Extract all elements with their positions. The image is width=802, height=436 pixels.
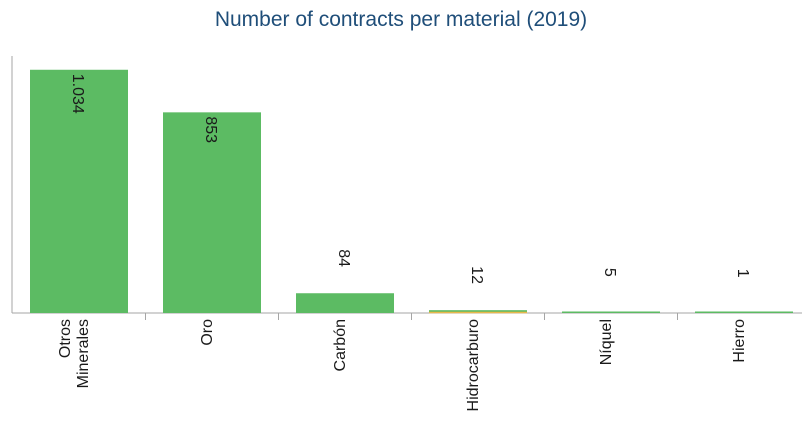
x-axis-tick-labels: Otros Minerales Oro Carbón Hidrocarburo Níque… <box>57 319 748 412</box>
x-axis-ticks <box>145 313 678 320</box>
bars <box>30 69 793 314</box>
bar-3 <box>429 310 527 313</box>
x-tick-label-2-0: Carbón <box>332 319 349 371</box>
bar-5 <box>695 311 793 313</box>
bar-2 <box>296 293 394 313</box>
chart-title: Number of contracts per material (2019) <box>214 8 588 31</box>
data-label-0: 1.034 <box>69 74 86 114</box>
x-tick-label-3-0: Hidrocarburo <box>465 319 482 412</box>
x-tick-label-4-0: Níquel <box>598 319 615 365</box>
data-labels: 1.034 853 84 12 5 1 <box>69 74 751 284</box>
data-label-1: 853 <box>202 116 219 143</box>
bar-1 <box>163 112 261 313</box>
data-label-2: 84 <box>335 249 352 267</box>
data-label-3: 12 <box>468 266 485 284</box>
data-label-4: 5 <box>601 268 618 277</box>
plot-frame <box>11 56 802 314</box>
x-tick-label-1-0: Oro <box>199 319 216 346</box>
bar-0 <box>30 69 128 313</box>
x-tick-label-0-0: Otros <box>57 319 74 358</box>
data-label-5: 1 <box>734 269 751 278</box>
bar-4 <box>562 311 660 313</box>
x-tick-label-0-1: Minerales <box>75 319 92 388</box>
x-tick-label-5-0: Hierro <box>731 319 748 363</box>
